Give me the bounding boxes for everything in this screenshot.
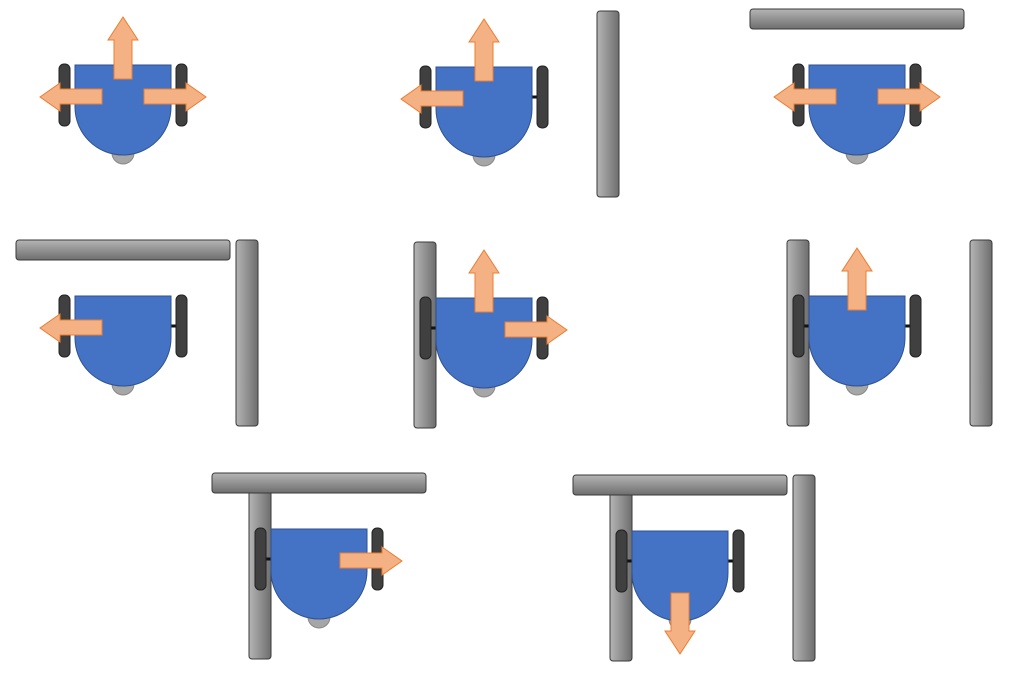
arrow-right-icon: [504, 315, 568, 345]
robot: [419, 296, 549, 398]
wheel-right: [732, 529, 745, 593]
wall-right: [235, 239, 259, 427]
wall-right: [792, 474, 816, 662]
arrow-forward-icon: [468, 249, 500, 313]
arrow-forward-icon: [107, 16, 139, 80]
robot-body: [435, 66, 533, 158]
wheel-right: [909, 294, 922, 358]
arrow-left-icon: [400, 84, 464, 114]
arrow-right-icon: [339, 546, 403, 576]
robot: [419, 65, 549, 167]
wheel-left: [254, 527, 267, 591]
wall-front: [749, 8, 965, 30]
arrow-left-icon: [39, 313, 103, 343]
scenario-3: [749, 8, 965, 165]
robot: [254, 527, 384, 629]
scenario-4: [15, 239, 259, 427]
robot-body: [808, 295, 906, 387]
scenario-1: [39, 16, 207, 165]
robot-body: [74, 295, 172, 387]
arrow-left-icon: [773, 82, 837, 112]
scenario-8: [572, 474, 816, 662]
robot-body: [74, 64, 172, 156]
robot-body: [270, 528, 368, 620]
arrow-right-icon: [143, 82, 207, 112]
arrow-forward-icon: [841, 247, 873, 311]
arrow-back-icon: [664, 592, 696, 655]
robot-body: [435, 297, 533, 389]
scenario-5: [413, 241, 568, 429]
arrow-right-icon: [877, 82, 941, 112]
scenario-2: [400, 10, 620, 198]
wall-front: [15, 239, 231, 261]
wheel-right: [536, 65, 549, 129]
wall-right: [969, 239, 993, 427]
wheel-right: [175, 294, 188, 358]
wall-front: [572, 474, 788, 496]
robot: [792, 294, 922, 396]
wall-right: [596, 10, 620, 198]
scenario-7: [211, 472, 427, 660]
wheel-left: [419, 296, 432, 360]
scenario-6: [786, 239, 993, 427]
wheel-left: [615, 529, 628, 593]
robot: [58, 294, 188, 396]
arrow-left-icon: [39, 82, 103, 112]
wall-front: [211, 472, 427, 494]
arrow-forward-icon: [468, 18, 500, 82]
robot: [792, 63, 922, 165]
wheel-left: [792, 294, 805, 358]
robot-body: [808, 64, 906, 156]
